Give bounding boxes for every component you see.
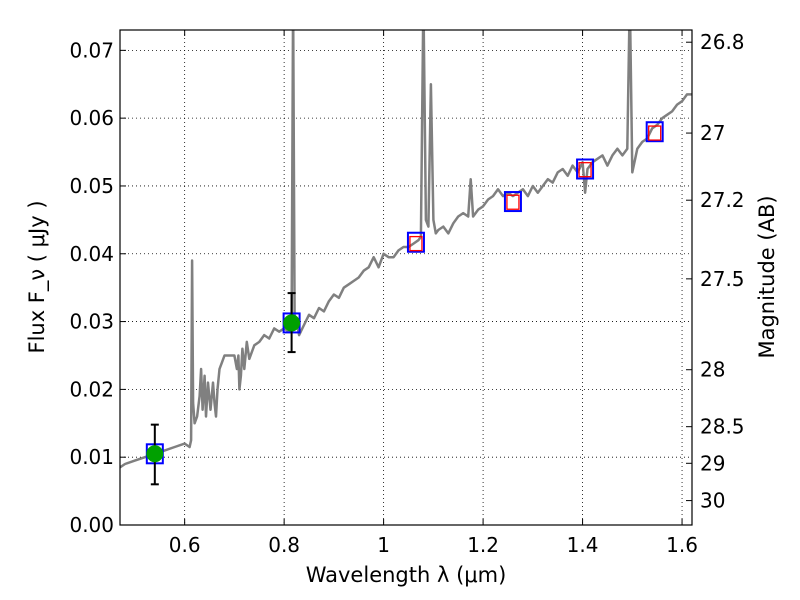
- right-tick-label: 28.5: [700, 415, 745, 439]
- x-tick-label: 0.6: [169, 533, 201, 557]
- blue-square-marker: [503, 191, 522, 213]
- x-tick-label: 1.2: [467, 533, 499, 557]
- y-tick-label: 0.00: [69, 513, 114, 537]
- observed-point: [283, 314, 301, 332]
- y-tick-label: 0.06: [69, 106, 114, 130]
- right-tick-label: 29: [700, 451, 725, 475]
- plot-frame: [119, 29, 693, 526]
- y-tick-label: 0.02: [69, 377, 114, 401]
- y-tick-label: 0.04: [69, 242, 114, 266]
- grid: [120, 30, 692, 525]
- x-tick-label: 1.6: [666, 533, 698, 557]
- plot-area: [120, 30, 692, 486]
- right-tick-label: 27: [700, 121, 725, 145]
- blue-square-marker: [406, 231, 425, 253]
- x-tick-label: 0.8: [268, 533, 300, 557]
- blue-square-marker: [645, 121, 664, 143]
- right-tick-label: 28: [700, 358, 725, 382]
- y-axis-label: Flux F_ν ( μJy ): [25, 200, 50, 353]
- x-tick-label: 1.4: [567, 533, 599, 557]
- x-axis-label: Wavelength λ (μm): [306, 563, 507, 587]
- y-tick-label: 0.01: [69, 445, 114, 469]
- red-square-marker: [578, 162, 592, 178]
- y-tick-label: 0.05: [69, 174, 114, 198]
- right-axis-label: Magnitude (AB): [755, 195, 779, 358]
- right-tick-label: 27.5: [700, 267, 745, 291]
- blue-square-marker: [576, 158, 595, 180]
- ticks: 0.6 0.8 1 1.2 1.4 1.6 0.00 0.01 0.02 0.03 0.04 0.05…: [69, 30, 745, 557]
- red-square-marker: [506, 194, 520, 210]
- right-tick-label: 27.2: [700, 188, 745, 212]
- red-square-marker: [409, 235, 423, 252]
- model-spectrum-line: [120, 30, 692, 469]
- red-square-marker: [648, 125, 662, 141]
- observed-point: [146, 445, 164, 463]
- right-tick-label: 30: [700, 489, 725, 513]
- x-tick-label: 1: [377, 533, 390, 557]
- right-tick-label: 26.8: [700, 30, 745, 54]
- y-tick-label: 0.07: [69, 38, 114, 62]
- y-tick-label: 0.03: [69, 310, 114, 334]
